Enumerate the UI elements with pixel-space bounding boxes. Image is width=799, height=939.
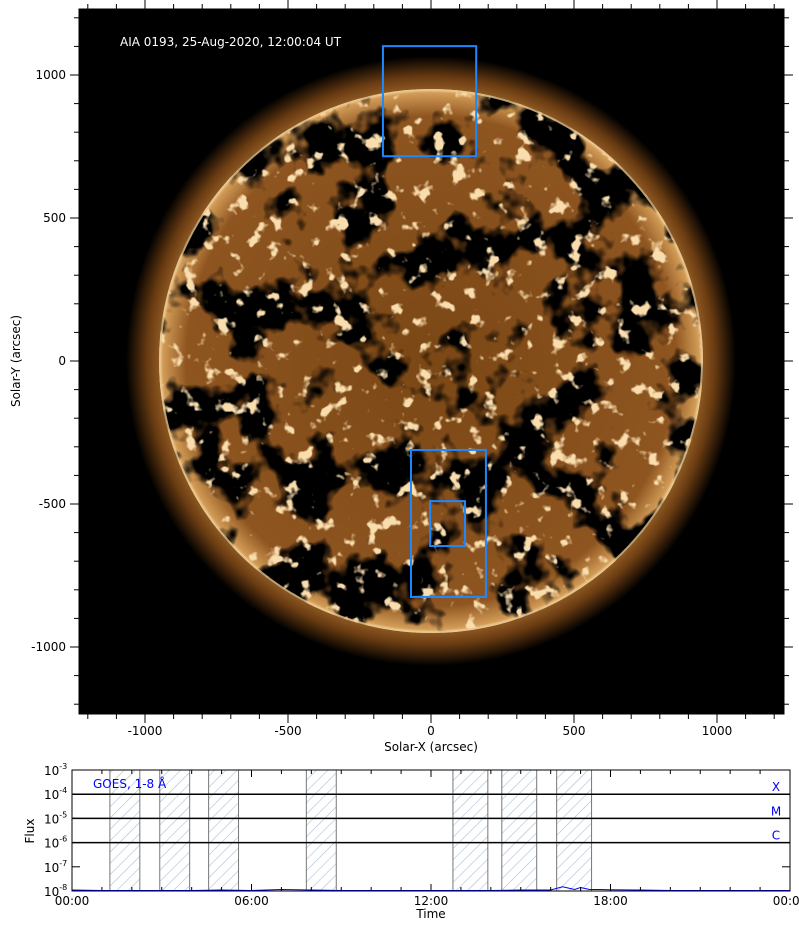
goes-y-tick-label: 10-4 — [44, 786, 67, 802]
x-tick-label: 1000 — [702, 724, 733, 738]
x-tick-label: 0 — [427, 724, 435, 738]
goes-y-tick-label: 10-6 — [44, 835, 67, 851]
shaded-interval — [159, 769, 191, 892]
roi-box-2 — [409, 448, 487, 598]
image-title: AIA 0193, 25-Aug-2020, 12:00:04 UT — [120, 35, 342, 49]
class-label: M — [771, 804, 781, 818]
bright-points — [159, 89, 703, 633]
shaded-interval — [452, 769, 489, 892]
goes-y-label: Flux — [23, 819, 37, 844]
goes-legend: GOES, 1-8 Å — [93, 776, 167, 791]
shaded-interval — [109, 769, 141, 892]
y-tick-label: 0 — [58, 354, 66, 368]
shaded-interval — [501, 769, 538, 892]
goes-x-tick-label: 18:00 — [593, 894, 628, 908]
goes-panel: XMC 00:00 06:00 12:00 18:00 00:00 10-3 10-4 10-5… — [23, 762, 799, 921]
goes-y-tick-label: 10-3 — [44, 762, 67, 778]
goes-x-tick-label: 00:00 — [55, 894, 90, 908]
y-tick-label: -1000 — [31, 640, 66, 654]
y-axis-label: Solar-Y (arcsec) — [9, 315, 23, 407]
roi-box-3 — [429, 500, 467, 548]
sun-image — [126, 56, 736, 666]
shaded-interval — [305, 769, 337, 892]
class-label: C — [772, 829, 780, 843]
goes-y-tick-label: 10-5 — [44, 810, 67, 826]
x-tick-label: -500 — [274, 724, 301, 738]
goes-x-tick-label: 06:00 — [234, 894, 269, 908]
goes-x-tick-label: 00:00 — [773, 894, 799, 908]
x-tick-label: 500 — [563, 724, 586, 738]
goes-x-tick-label: 12:00 — [414, 894, 449, 908]
roi-box-1 — [381, 45, 478, 158]
shaded-interval — [208, 769, 240, 892]
y-tick-label: 500 — [43, 211, 66, 225]
x-axis-label: Solar-X (arcsec) — [384, 740, 478, 754]
solar-image-panel: AIA 0193, 25-Aug-2020, 12:00:04 UT -1000… — [9, 0, 793, 754]
shaded-interval — [556, 769, 593, 892]
y-tick-label: 1000 — [35, 68, 66, 82]
goes-x-label: Time — [415, 907, 445, 921]
goes-y-tick-label: 10-7 — [44, 859, 67, 875]
y-tick-label: -500 — [39, 497, 66, 511]
class-label: X — [772, 780, 780, 794]
x-tick-label: -1000 — [128, 724, 163, 738]
